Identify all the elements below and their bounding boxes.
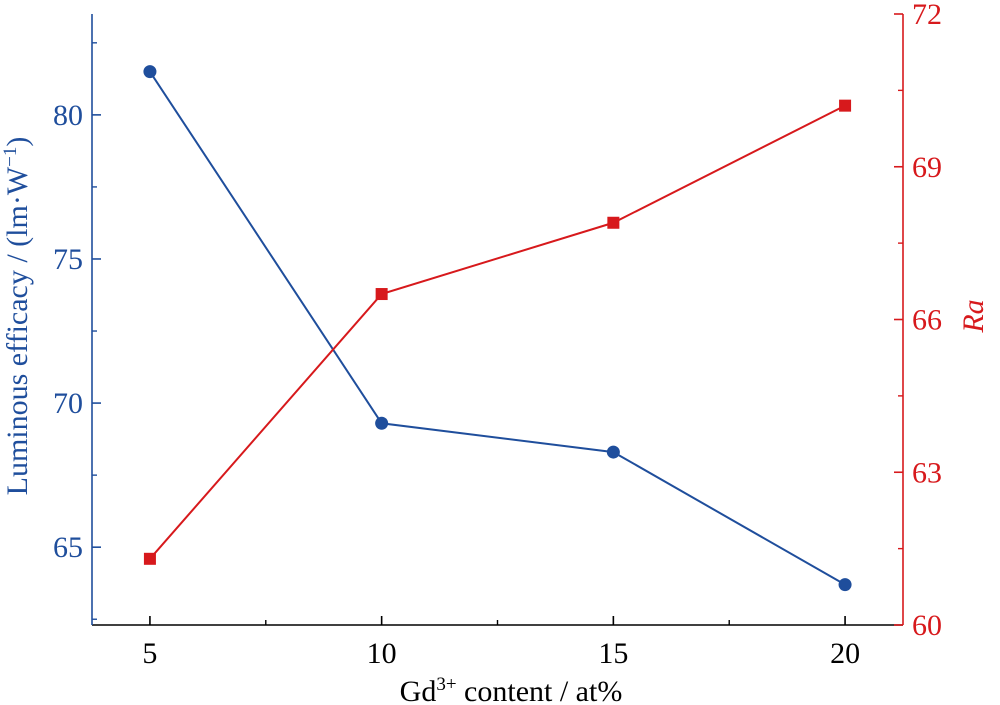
right-axis-ticks: 60 63 66 69 72 xyxy=(894,0,942,642)
axes xyxy=(91,14,904,626)
right-axis-title: Ra xyxy=(957,299,990,333)
x-tick-label: 10 xyxy=(367,637,397,670)
series-right xyxy=(143,99,852,565)
right-tick-label: 72 xyxy=(912,0,942,31)
series-line-left xyxy=(149,71,846,586)
x-tick-label: 20 xyxy=(830,637,860,670)
right-tick-label: 69 xyxy=(912,151,942,184)
right-tick-label: 63 xyxy=(912,456,942,489)
left-axis-ticks: 65 70 75 80 xyxy=(53,42,101,620)
left-tick-label: 80 xyxy=(53,99,83,132)
data-point-circle xyxy=(606,445,620,459)
data-point-square xyxy=(839,99,852,112)
left-tick-label: 70 xyxy=(53,387,83,420)
x-axis-ticks: 5 10 15 20 xyxy=(142,616,860,670)
data-point-square xyxy=(143,552,156,565)
series-left xyxy=(143,65,852,592)
data-point-square xyxy=(607,216,620,229)
x-tick-label: 15 xyxy=(598,637,628,670)
left-tick-label: 75 xyxy=(53,243,83,276)
data-point-circle xyxy=(375,416,389,430)
x-axis-title: Gd3+ content / at% xyxy=(400,674,623,705)
left-axis-title: Luminous efficacy / (lm·W−1) xyxy=(0,137,34,496)
left-tick-label: 65 xyxy=(53,531,83,564)
series-line-right xyxy=(149,104,846,560)
data-point-square xyxy=(375,288,388,301)
data-point-circle xyxy=(143,65,157,79)
series-layer xyxy=(143,65,852,592)
right-tick-label: 60 xyxy=(912,609,942,642)
data-point-circle xyxy=(838,578,852,592)
right-tick-label: 66 xyxy=(912,304,942,337)
x-tick-label: 5 xyxy=(142,637,157,670)
